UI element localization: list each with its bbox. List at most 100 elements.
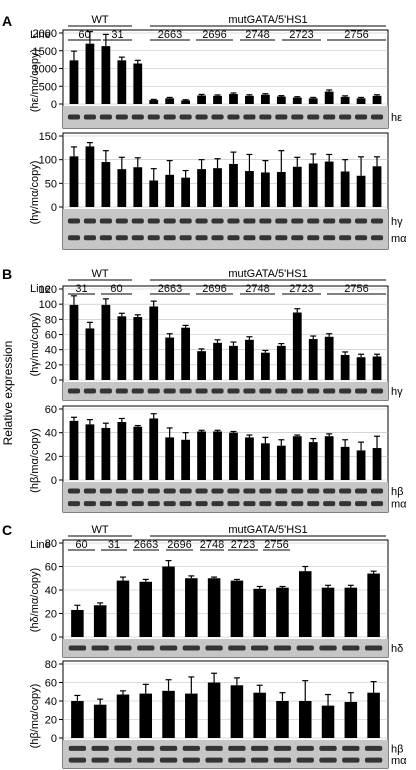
gel-band	[227, 218, 240, 224]
gel-band	[227, 388, 240, 394]
gel-band	[195, 235, 208, 241]
y-tick-label: 1000	[33, 64, 57, 76]
wt-label: WT	[91, 524, 108, 536]
gel-band	[227, 114, 240, 120]
bar	[276, 96, 286, 104]
gel-band	[243, 235, 256, 241]
y-axis-label: (hγ/mα/copy)	[29, 161, 41, 225]
gel-band	[163, 218, 176, 224]
gel-band	[307, 218, 320, 224]
gel-band	[114, 757, 132, 763]
bar	[117, 422, 127, 480]
bar	[276, 701, 289, 738]
bar	[181, 177, 191, 207]
y-axis-label: (hε/mα/copy)	[29, 49, 41, 112]
gel-band	[323, 488, 336, 494]
bar	[372, 95, 382, 104]
gel-band	[275, 218, 288, 224]
gel-band	[323, 114, 336, 120]
gel-band	[147, 388, 160, 394]
gel-band	[291, 501, 304, 507]
gel-band	[67, 218, 81, 224]
bar	[344, 587, 358, 637]
y-tick-label: 0	[51, 375, 57, 387]
gel-band	[99, 114, 112, 120]
gel-band	[259, 218, 272, 224]
bar	[356, 98, 366, 104]
y-tick-label: 60	[45, 678, 57, 690]
gel-band	[195, 501, 208, 507]
gel-band-label: mα	[391, 233, 407, 245]
gel-band	[67, 235, 81, 241]
bar	[162, 566, 175, 637]
bar	[117, 60, 127, 104]
y-tick-label: 0	[51, 475, 57, 487]
gel-band-label: mα	[391, 755, 407, 767]
gel-band-label: hβ	[391, 486, 403, 498]
gel-band	[179, 501, 192, 507]
bar	[308, 163, 318, 207]
bar	[162, 690, 175, 738]
gel-band	[342, 745, 360, 751]
gel-band	[319, 757, 337, 763]
wt-label: WT	[91, 14, 108, 26]
gel-band	[339, 488, 352, 494]
gel-band	[355, 218, 368, 224]
gel-band	[67, 488, 81, 494]
bar	[116, 580, 130, 637]
gel-band	[355, 501, 368, 507]
gel-band	[370, 488, 384, 494]
gel-band	[115, 388, 128, 394]
gel-band	[163, 114, 176, 120]
gel-band	[227, 235, 240, 241]
bar	[85, 146, 95, 207]
bar	[149, 306, 159, 380]
bar	[340, 96, 350, 104]
panel-letter: B	[2, 266, 12, 282]
y-tick-label: 80	[45, 659, 57, 671]
gel-band	[259, 235, 272, 241]
group-label: 60	[78, 29, 90, 41]
gel-band	[99, 235, 112, 241]
gel-band	[137, 757, 155, 763]
bar	[372, 166, 382, 207]
gel-band	[243, 488, 256, 494]
gel-strip	[63, 482, 388, 512]
gel-band	[291, 218, 304, 224]
bar	[165, 437, 175, 480]
bar	[229, 163, 238, 207]
bar	[276, 445, 286, 480]
gel-band	[296, 757, 314, 763]
gel-band	[291, 235, 304, 241]
gel-band	[211, 218, 224, 224]
gel-band	[273, 745, 292, 751]
bar	[356, 450, 366, 480]
gel-band	[228, 745, 246, 751]
mut-label: mutGATA/5'HS1	[228, 268, 307, 280]
gel-band	[275, 488, 288, 494]
gel-band	[211, 114, 224, 120]
bar	[181, 327, 191, 380]
gel-band	[114, 645, 132, 651]
y-tick-label: 20	[45, 609, 57, 621]
gel-band	[251, 745, 269, 751]
bar	[344, 701, 358, 738]
bar	[101, 304, 111, 380]
gel-band	[227, 488, 240, 494]
group-label: 2756	[344, 29, 368, 41]
gel-strip	[63, 106, 388, 128]
bar	[230, 685, 244, 738]
bar	[321, 587, 335, 637]
gel-band	[205, 645, 223, 651]
bar	[245, 95, 254, 104]
bar	[85, 328, 95, 380]
gel-band	[307, 114, 320, 120]
bar	[165, 174, 175, 207]
gel-band	[91, 645, 109, 651]
gel-band	[163, 388, 176, 394]
bar	[213, 168, 222, 207]
bar	[308, 339, 318, 380]
gel-band	[179, 218, 192, 224]
line-label: Line	[30, 283, 51, 295]
y-tick-label: 40	[45, 428, 57, 440]
